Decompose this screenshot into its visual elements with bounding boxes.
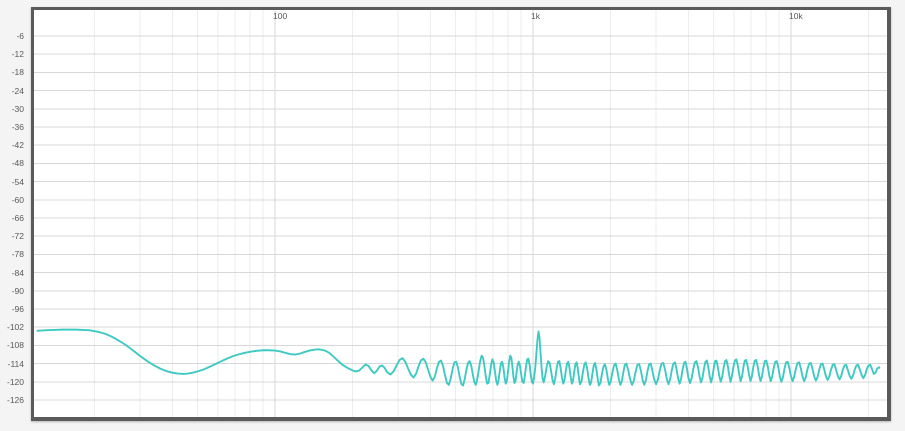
y-tick-label: -54 (11, 176, 24, 187)
y-tick-label: -24 (11, 85, 24, 96)
y-tick-label: -66 (11, 212, 24, 223)
y-tick-label: -84 (11, 267, 24, 278)
y-tick-label: -12 (11, 49, 24, 60)
trace-noise-floor (36, 328, 881, 387)
y-tick-label: -78 (11, 249, 24, 260)
chart-frame (31, 7, 891, 421)
y-tick-label: -126 (6, 394, 24, 405)
y-tick-label: -18 (11, 67, 24, 78)
y-tick-label: -102 (6, 322, 24, 333)
y-tick-label: -120 (6, 376, 24, 387)
y-tick-label: -114 (7, 358, 24, 369)
y-tick-label: -30 (11, 103, 24, 114)
y-tick-label: -42 (11, 140, 24, 151)
y-tick-label: -90 (11, 285, 24, 296)
y-tick-label: -6 (16, 31, 24, 41)
y-tick-label: -36 (11, 121, 24, 132)
y-tick-label: -48 (11, 158, 24, 169)
chart-canvas (34, 10, 887, 417)
plot-area (34, 10, 887, 417)
y-tick-label: -96 (11, 303, 24, 314)
y-tick-label: -108 (6, 340, 24, 351)
y-tick-label: -60 (11, 194, 24, 205)
y-tick-label: -72 (11, 231, 24, 242)
